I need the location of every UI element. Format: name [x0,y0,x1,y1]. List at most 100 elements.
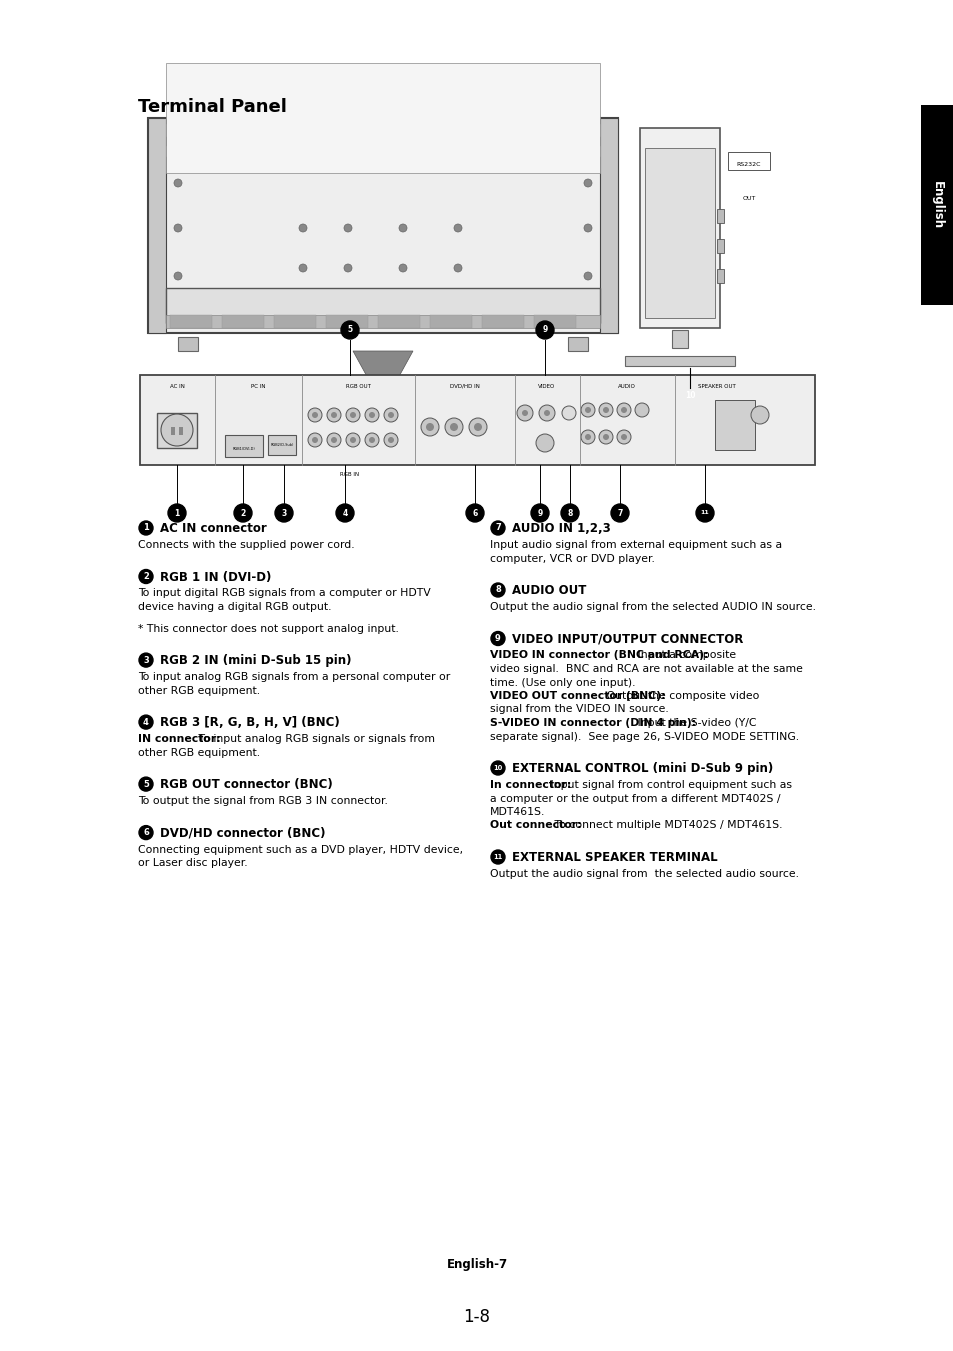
Circle shape [598,430,613,444]
Bar [534,124,576,136]
Text: 1: 1 [174,508,179,517]
Circle shape [420,417,438,436]
Bar [166,315,599,328]
Circle shape [491,761,504,775]
Circle shape [331,412,336,417]
Circle shape [521,409,527,416]
Text: MDT461S.: MDT461S. [490,807,545,817]
Text: 9: 9 [542,326,547,335]
Circle shape [454,263,461,272]
Bar [639,128,720,328]
Bar [567,336,587,351]
Circle shape [369,436,375,443]
Bar [717,239,723,253]
Text: OUT: OUT [741,196,755,201]
Text: RGB2(D-Sub): RGB2(D-Sub) [270,443,294,447]
Circle shape [308,408,322,422]
Bar [717,209,723,223]
Bar [727,153,769,170]
Text: AUDIO: AUDIO [618,384,636,389]
Bar [274,315,315,328]
Circle shape [580,403,595,417]
Circle shape [454,224,461,232]
Circle shape [584,407,590,413]
Circle shape [469,417,486,436]
Bar [166,146,599,155]
Text: RGB OUT: RGB OUT [345,384,370,389]
Circle shape [346,434,359,447]
Circle shape [350,412,355,417]
Circle shape [450,423,457,431]
Bar [171,427,174,435]
Circle shape [365,408,378,422]
Text: 10: 10 [684,392,695,400]
Circle shape [308,434,322,447]
Text: VIDEO INPUT/OUTPUT CONNECTOR: VIDEO INPUT/OUTPUT CONNECTOR [512,632,742,646]
Circle shape [312,436,317,443]
Circle shape [444,417,462,436]
Bar [326,124,368,136]
Text: AUDIO IN 1,2,3: AUDIO IN 1,2,3 [512,521,610,535]
Circle shape [536,322,554,339]
Text: AC IN connector: AC IN connector [160,521,267,535]
Circle shape [491,631,504,646]
Circle shape [538,405,555,422]
Circle shape [139,777,152,792]
Text: To connect multiple MDT402S / MDT461S.: To connect multiple MDT402S / MDT461S. [550,820,781,831]
Bar [644,149,714,317]
Bar [430,315,472,328]
Bar [920,105,953,305]
Circle shape [617,403,630,417]
Text: 11: 11 [700,511,709,516]
Text: Terminal Panel: Terminal Panel [138,99,287,116]
Text: IN connector:: IN connector: [138,734,220,744]
Text: other RGB equipment.: other RGB equipment. [138,747,260,758]
Text: RGB 1 IN (DVI-D): RGB 1 IN (DVI-D) [160,570,271,584]
Circle shape [610,504,628,521]
Circle shape [233,504,252,521]
Bar [714,400,754,450]
Circle shape [620,434,626,440]
Bar [170,315,212,328]
Circle shape [598,403,613,417]
Text: DVD/HD connector (BNC): DVD/HD connector (BNC) [160,827,325,839]
Circle shape [346,408,359,422]
Circle shape [173,224,182,232]
Text: 10: 10 [493,765,502,771]
Text: To input digital RGB signals from a computer or HDTV: To input digital RGB signals from a comp… [138,589,431,598]
Text: VIDEO IN connector (BNC and RCA):: VIDEO IN connector (BNC and RCA): [490,650,708,661]
Circle shape [635,403,648,417]
Text: Output the audio signal from the selected AUDIO IN source.: Output the audio signal from the selecte… [490,603,815,612]
Bar [274,124,315,136]
Circle shape [139,570,152,584]
Text: Connects with the supplied power cord.: Connects with the supplied power cord. [138,540,355,550]
Circle shape [350,436,355,443]
Text: AC IN: AC IN [170,384,184,389]
Circle shape [620,407,626,413]
Circle shape [602,434,608,440]
Circle shape [173,272,182,280]
Text: device having a digital RGB output.: device having a digital RGB output. [138,603,331,612]
Text: Input signal from control equipment such as: Input signal from control equipment such… [546,780,791,790]
Text: PC IN: PC IN [251,384,265,389]
Circle shape [583,178,592,186]
Text: Output the composite video: Output the composite video [602,690,759,701]
Circle shape [312,412,317,417]
Text: separate signal).  See page 26, S-VIDEO MODE SETTING.: separate signal). See page 26, S-VIDEO M… [490,731,799,742]
Bar [166,63,599,173]
Circle shape [327,434,340,447]
Circle shape [365,434,378,447]
Bar [222,124,264,136]
Circle shape [398,224,407,232]
Circle shape [531,504,548,521]
Circle shape [139,521,152,535]
Circle shape [491,850,504,865]
Bar [377,315,419,328]
Text: 8: 8 [495,585,500,594]
Circle shape [168,504,186,521]
Text: 5: 5 [347,326,353,335]
Bar [671,330,687,349]
Text: VIDEO OUT connector (BNC):: VIDEO OUT connector (BNC): [490,690,665,701]
Circle shape [583,224,592,232]
Bar [178,336,198,351]
